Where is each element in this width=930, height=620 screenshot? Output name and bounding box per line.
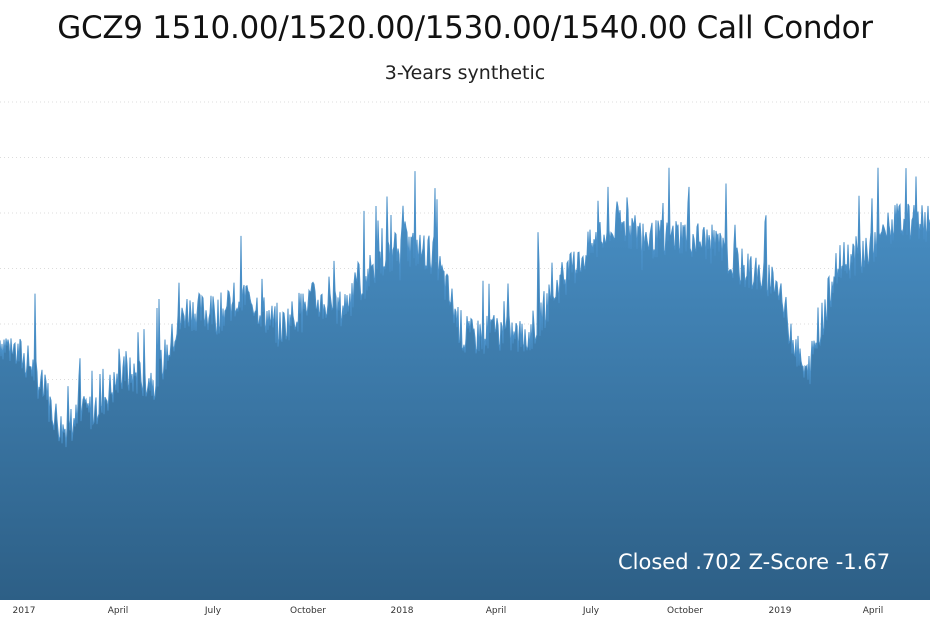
- x-tick-label: 2017: [13, 606, 36, 616]
- chart-title: GCZ9 1510.00/1520.00/1530.00/1540.00 Cal…: [57, 10, 873, 46]
- x-tick-label: April: [108, 606, 129, 616]
- x-tick-label: October: [667, 606, 703, 616]
- area-series: [0, 167, 930, 601]
- x-tick-label: July: [204, 606, 222, 616]
- status-annotation: Closed .702 Z-Score -1.67: [618, 550, 890, 574]
- chart-subtitle: 3-Years synthetic: [384, 62, 546, 84]
- x-tick-label: 2018: [391, 606, 414, 616]
- x-tick-label: July: [582, 606, 600, 616]
- x-tick-label: April: [486, 606, 507, 616]
- x-tick-label: October: [290, 606, 326, 616]
- area-series-line: [0, 167, 930, 448]
- x-tick-label: April: [863, 606, 884, 616]
- x-tick-label: 2019: [769, 606, 792, 616]
